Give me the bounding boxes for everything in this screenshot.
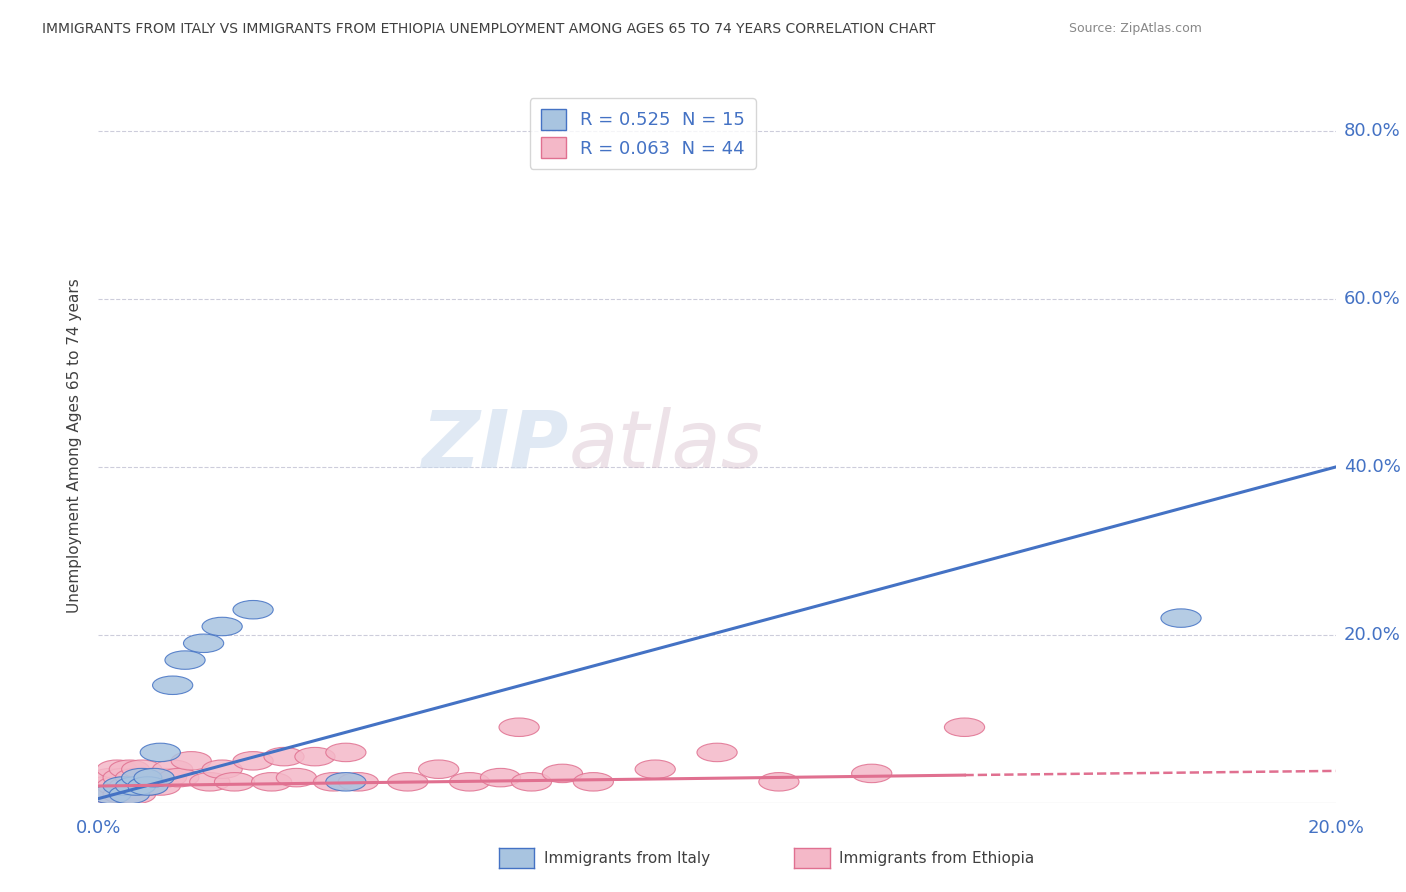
- Ellipse shape: [122, 760, 162, 779]
- Legend: R = 0.525  N = 15, R = 0.063  N = 44: R = 0.525 N = 15, R = 0.063 N = 44: [530, 98, 756, 169]
- Text: 40.0%: 40.0%: [1344, 458, 1400, 476]
- Ellipse shape: [233, 752, 273, 770]
- Ellipse shape: [115, 785, 156, 804]
- Ellipse shape: [141, 743, 180, 762]
- Ellipse shape: [388, 772, 427, 791]
- Ellipse shape: [122, 768, 162, 787]
- Ellipse shape: [326, 743, 366, 762]
- Ellipse shape: [103, 777, 143, 796]
- Text: Immigrants from Italy: Immigrants from Italy: [544, 852, 710, 866]
- Ellipse shape: [184, 634, 224, 653]
- Ellipse shape: [128, 777, 169, 796]
- Ellipse shape: [277, 768, 316, 787]
- Ellipse shape: [202, 617, 242, 636]
- Ellipse shape: [153, 760, 193, 779]
- Ellipse shape: [512, 772, 551, 791]
- Text: atlas: atlas: [568, 407, 763, 485]
- Ellipse shape: [103, 785, 143, 804]
- Ellipse shape: [264, 747, 304, 766]
- Ellipse shape: [339, 772, 378, 791]
- Ellipse shape: [574, 772, 613, 791]
- Ellipse shape: [128, 777, 169, 796]
- Text: ZIP: ZIP: [422, 407, 568, 485]
- Ellipse shape: [91, 785, 131, 804]
- Ellipse shape: [233, 600, 273, 619]
- Ellipse shape: [852, 764, 891, 782]
- Ellipse shape: [91, 768, 131, 787]
- Ellipse shape: [326, 772, 366, 791]
- Ellipse shape: [481, 768, 520, 787]
- Ellipse shape: [91, 785, 131, 804]
- Ellipse shape: [419, 760, 458, 779]
- Ellipse shape: [134, 768, 174, 787]
- Ellipse shape: [252, 772, 292, 791]
- Ellipse shape: [110, 777, 149, 796]
- Text: 60.0%: 60.0%: [1344, 290, 1400, 308]
- Text: Source: ZipAtlas.com: Source: ZipAtlas.com: [1069, 22, 1202, 36]
- Ellipse shape: [190, 772, 229, 791]
- Ellipse shape: [115, 768, 156, 787]
- Text: Immigrants from Ethiopia: Immigrants from Ethiopia: [839, 852, 1035, 866]
- Ellipse shape: [134, 768, 174, 787]
- Ellipse shape: [97, 760, 138, 779]
- Ellipse shape: [314, 772, 354, 791]
- Text: IMMIGRANTS FROM ITALY VS IMMIGRANTS FROM ETHIOPIA UNEMPLOYMENT AMONG AGES 65 TO : IMMIGRANTS FROM ITALY VS IMMIGRANTS FROM…: [42, 22, 935, 37]
- Ellipse shape: [697, 743, 737, 762]
- Ellipse shape: [543, 764, 582, 782]
- Ellipse shape: [165, 651, 205, 669]
- Ellipse shape: [141, 777, 180, 796]
- Ellipse shape: [215, 772, 254, 791]
- Ellipse shape: [84, 777, 125, 796]
- Ellipse shape: [172, 752, 211, 770]
- Ellipse shape: [636, 760, 675, 779]
- Ellipse shape: [97, 777, 138, 796]
- Ellipse shape: [945, 718, 984, 737]
- Ellipse shape: [759, 772, 799, 791]
- Ellipse shape: [202, 760, 242, 779]
- Ellipse shape: [450, 772, 489, 791]
- Ellipse shape: [122, 777, 162, 796]
- Y-axis label: Unemployment Among Ages 65 to 74 years: Unemployment Among Ages 65 to 74 years: [67, 278, 83, 614]
- Text: 20.0%: 20.0%: [1344, 626, 1400, 644]
- Ellipse shape: [499, 718, 540, 737]
- Ellipse shape: [115, 777, 156, 796]
- Ellipse shape: [146, 768, 187, 787]
- Ellipse shape: [110, 785, 149, 804]
- Ellipse shape: [153, 676, 193, 695]
- Text: 20.0%: 20.0%: [1308, 820, 1364, 838]
- Text: 80.0%: 80.0%: [1344, 122, 1400, 140]
- Ellipse shape: [110, 760, 149, 779]
- Ellipse shape: [103, 768, 143, 787]
- Ellipse shape: [295, 747, 335, 766]
- Text: 0.0%: 0.0%: [76, 820, 121, 838]
- Ellipse shape: [1161, 609, 1201, 627]
- Ellipse shape: [159, 768, 200, 787]
